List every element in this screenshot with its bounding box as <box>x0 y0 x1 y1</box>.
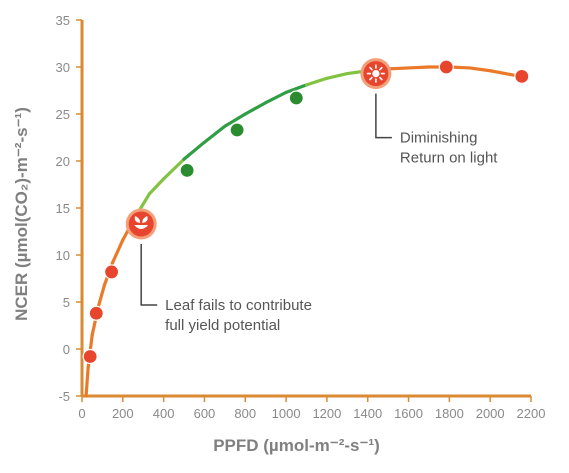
data-point <box>103 264 120 280</box>
x-tick-label: 600 <box>194 406 216 421</box>
data-point <box>438 59 454 75</box>
diminishing-annotation-line: Diminishing <box>400 130 478 147</box>
data-points <box>82 59 530 365</box>
y-axis-title: NCER (µmol(CO₂)-m⁻²-s⁻¹) <box>12 107 31 321</box>
x-tick-label: 2000 <box>476 406 505 421</box>
data-point <box>229 122 245 138</box>
sun-icon <box>366 64 386 83</box>
x-tick-label: 0 <box>78 406 85 421</box>
x-tick-label: 1000 <box>272 406 301 421</box>
curve-segment <box>202 124 227 144</box>
curve-segment <box>325 71 349 80</box>
marker-disc <box>128 211 154 237</box>
curve-segment <box>488 69 513 77</box>
x-tick-label: 2200 <box>517 406 546 421</box>
markers <box>125 58 392 240</box>
y-tick-label: 15 <box>56 201 70 216</box>
x-axis-title: PPFD (µmol-m⁻²-s⁻¹) <box>213 436 380 455</box>
y-tick-label: 25 <box>56 107 70 122</box>
leaf-icon <box>134 215 149 229</box>
axes <box>80 20 531 398</box>
ticks: -5 0 5 10 15 20 25 30 35 0 200 400 600 800 1000 1200 140… <box>56 13 546 421</box>
sun-marker <box>360 58 392 90</box>
annotations: Leaf fails to contribute full yield poten… <box>140 93 498 334</box>
y-tick-label: 20 <box>56 154 70 169</box>
curve-segment <box>264 90 288 105</box>
y-tick-label: -5 <box>58 389 70 404</box>
curve-segment <box>223 112 247 128</box>
curve-segment <box>182 140 207 161</box>
curve-segment <box>468 66 492 73</box>
data-point <box>82 348 98 365</box>
leader-line <box>140 243 158 306</box>
x-tick-label: 400 <box>153 406 175 421</box>
curve-segment <box>84 366 90 398</box>
x-tick-label: 800 <box>234 406 256 421</box>
curve-segment <box>386 66 411 71</box>
data-point <box>288 90 304 106</box>
x-tick-label: 200 <box>112 406 134 421</box>
diminishing-annotation-line: Return on light <box>400 150 498 167</box>
curve-segment <box>162 157 186 181</box>
curve-segment <box>96 283 107 309</box>
leaf-annotation-line: full yield potential <box>165 317 280 334</box>
x-tick-label: 1400 <box>353 406 382 421</box>
curve-segment <box>147 177 166 196</box>
y-tick-label: 35 <box>56 13 70 28</box>
leader-line <box>375 93 392 139</box>
curve-segment <box>111 238 125 265</box>
data-point <box>179 162 195 178</box>
leaf-marker <box>125 208 157 240</box>
curve-segment <box>304 76 329 87</box>
leaf-annotation-line: Leaf fails to contribute <box>165 297 312 314</box>
curve-segment <box>243 101 268 116</box>
x-tick-label: 1200 <box>312 406 341 421</box>
y-tick-label: 5 <box>63 295 70 310</box>
response-curve <box>84 65 523 398</box>
x-tick-label: 1600 <box>394 406 423 421</box>
data-point <box>514 68 530 85</box>
data-point <box>88 305 104 321</box>
curve-segment <box>406 65 431 70</box>
y-tick-label: 10 <box>56 248 70 263</box>
y-tick-label: 0 <box>63 342 70 357</box>
y-tick-label: 30 <box>56 60 70 75</box>
curve-segment <box>284 83 309 94</box>
x-tick-label: 1800 <box>435 406 464 421</box>
